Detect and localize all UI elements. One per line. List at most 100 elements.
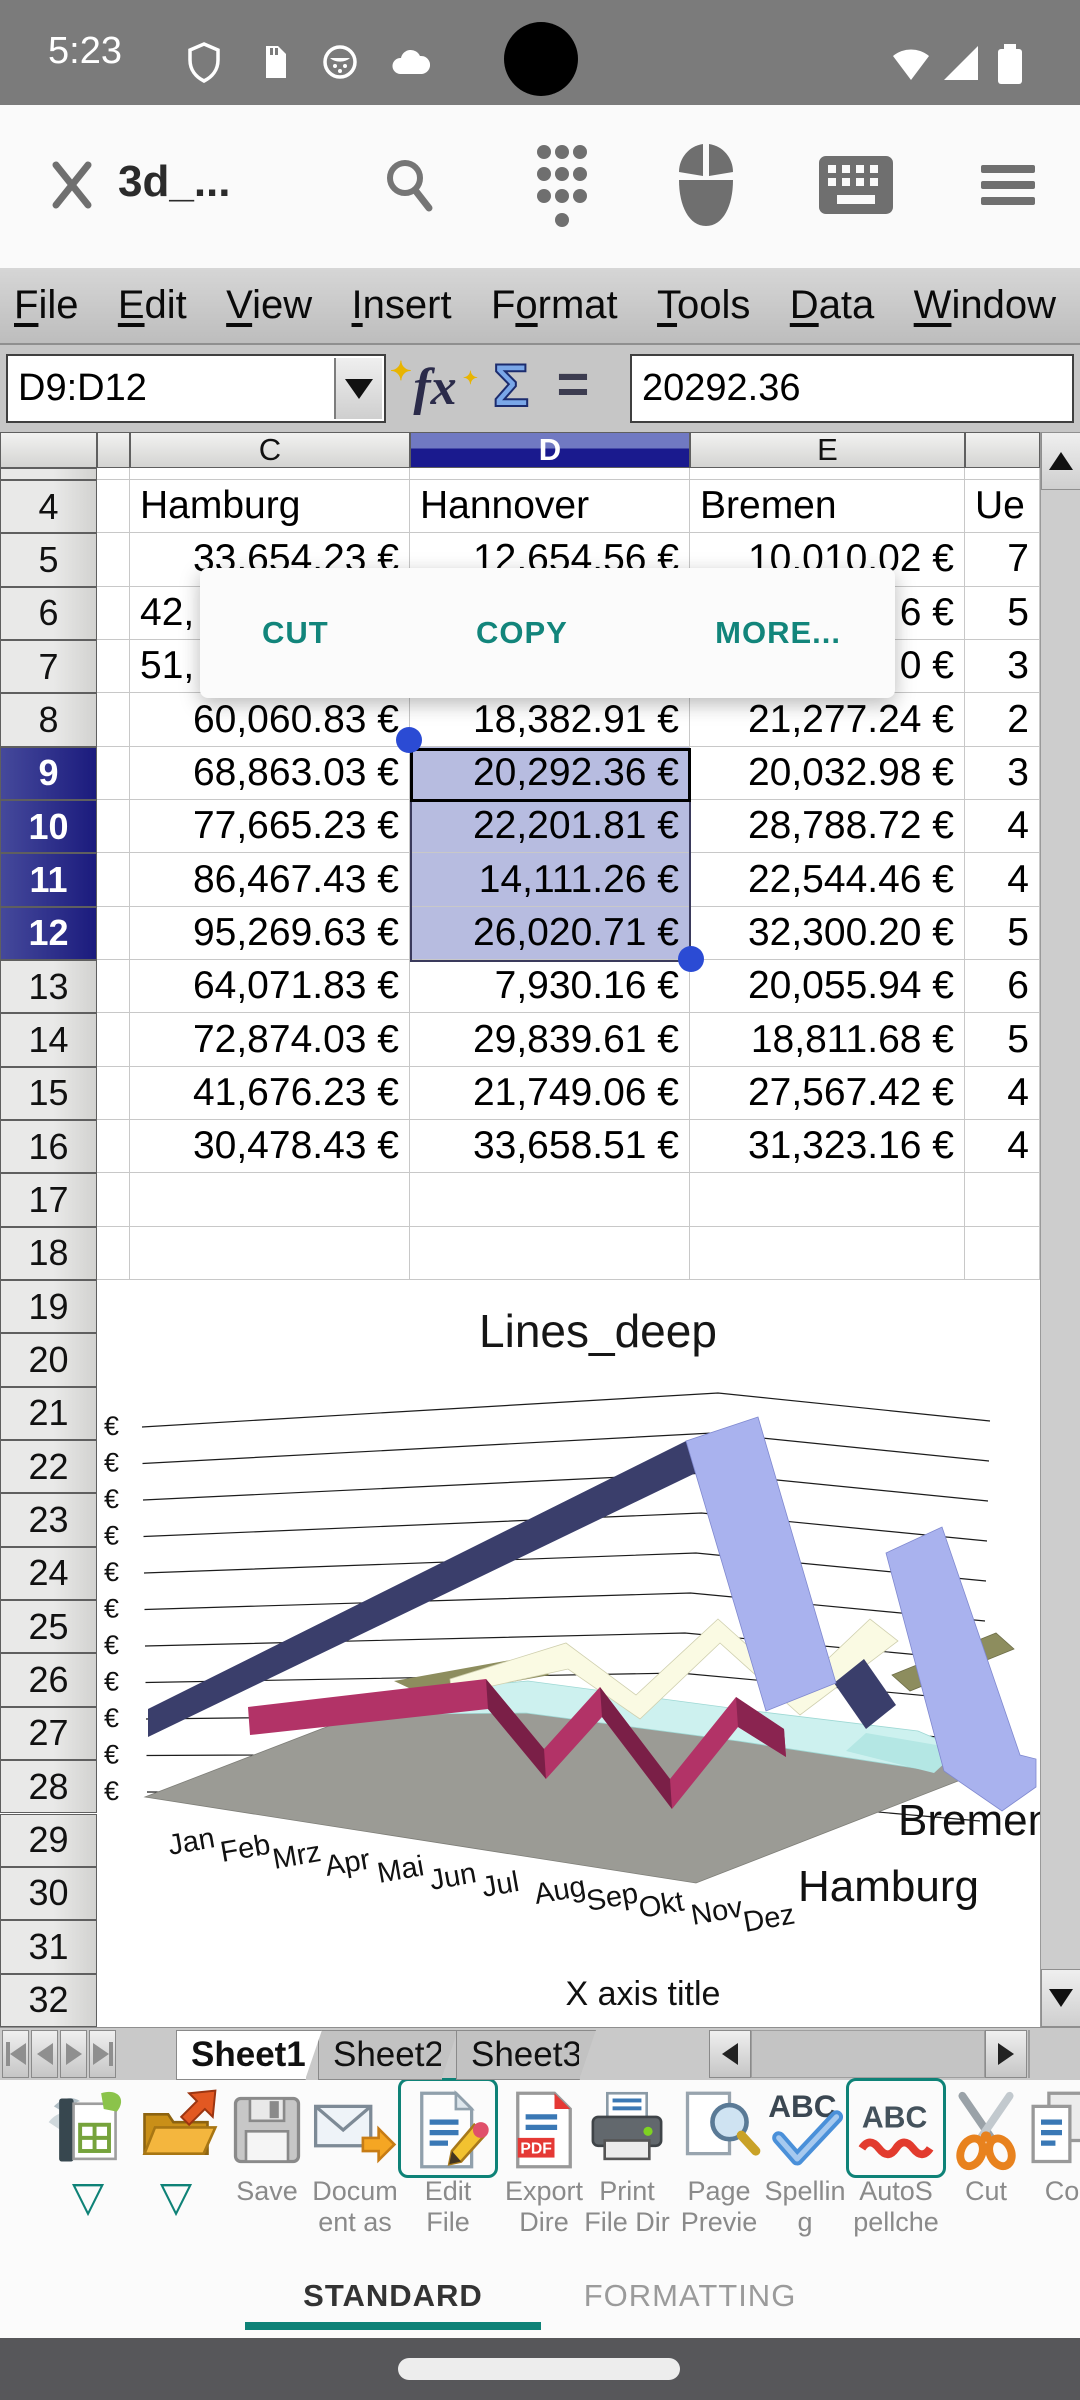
toolbar-new-document-button[interactable]: ▽ [33,2080,143,2270]
cell-F15[interactable]: 4 [965,1066,1040,1121]
cell-F7[interactable]: 3 [965,640,1040,694]
cell-E8[interactable]: 21,277.24 € [690,693,965,747]
row-header-16[interactable]: 16 [0,1120,97,1174]
cell-E15[interactable]: 27,567.42 € [690,1066,965,1121]
cell-C17[interactable] [130,1173,410,1227]
cell-D9[interactable]: 20,292.36 € [410,746,690,801]
cell-D15[interactable]: 21,749.06 € [410,1066,690,1121]
cell-C12[interactable]: 95,269.63 € [130,906,410,961]
menu-insert[interactable]: Insert [351,283,452,327]
scroll-up-button[interactable] [1041,432,1080,490]
cell-partial[interactable] [410,468,690,480]
cell-B10[interactable] [97,800,130,854]
last-sheet-button[interactable] [89,2030,116,2078]
dropdown-arrow-icon[interactable]: ▽ [159,2173,193,2220]
column-header-E[interactable]: E [690,432,965,468]
equals-icon[interactable]: = [556,352,590,415]
row-header-27[interactable]: 27 [0,1706,97,1761]
cell-B5[interactable] [97,533,130,587]
menu-data[interactable]: Data [789,283,875,327]
tab-standard[interactable]: STANDARD [303,2278,483,2313]
context-menu-more[interactable]: MORE... [715,615,841,650]
menu-window[interactable]: Window [913,283,1056,327]
menu-format[interactable]: Format [490,283,618,327]
cell-E18[interactable] [690,1226,965,1281]
cell-D18[interactable] [410,1226,690,1281]
toolbar-copy-button[interactable]: Co [1007,2080,1080,2270]
menu-tools[interactable]: Tools [657,283,751,327]
context-menu-cut[interactable]: CUT [262,615,329,650]
next-sheet-button[interactable] [60,2030,87,2078]
cell-F10[interactable]: 4 [965,800,1040,854]
toolbar-page-preview-button[interactable]: Page Previe [664,2080,774,2270]
formula-input[interactable]: 20292.36 [630,354,1074,423]
cell-B14[interactable] [97,1013,130,1067]
sheet-tab-sheet3[interactable]: Sheet3 [456,2030,596,2080]
row-header-3-partial[interactable]: 3 [0,468,97,480]
row-header-6[interactable]: 6 [0,586,97,640]
home-indicator[interactable] [398,2358,680,2380]
cell-C14[interactable]: 72,874.03 € [130,1013,410,1067]
search-icon[interactable] [360,135,460,235]
row-header-22[interactable]: 22 [0,1440,97,1494]
selection-handle-bottom[interactable] [678,946,704,972]
row-header-25[interactable]: 25 [0,1600,97,1654]
cell-B6[interactable] [97,586,130,640]
row-header-26[interactable]: 26 [0,1653,97,1707]
toolbar-cut-button[interactable]: Cut [931,2080,1041,2270]
cell-D4[interactable]: Hannover [410,480,690,534]
cell-F4[interactable]: Ue [965,480,1040,534]
row-header-21[interactable]: 21 [0,1386,97,1441]
cell-C9[interactable]: 68,863.03 € [130,746,410,801]
scroll-down-button[interactable] [1041,1969,1080,2027]
chart-3d-lines[interactable]: € € € € € € € € € € € Lines_deep Jan Feb Mrz Apr Mai Jun J… [98,1283,1052,2027]
row-header-7[interactable]: 7 [0,640,97,694]
cell-B13[interactable] [97,960,130,1014]
row-header-8[interactable]: 8 [0,693,97,747]
column-header-D[interactable]: D [410,432,690,468]
horizontal-scrollbar[interactable] [751,2030,985,2078]
cell-B11[interactable] [97,853,130,907]
row-header-20[interactable]: 20 [0,1333,97,1387]
cell-B12[interactable] [97,906,130,961]
dropdown-arrow-icon[interactable]: ▽ [71,2173,105,2220]
cell-B7[interactable] [97,640,130,694]
cell-B17[interactable] [97,1173,130,1227]
toolbar-autospellcheck-button[interactable]: ABC AutoS pellche [841,2078,951,2270]
sheet-tab-sheet1[interactable]: Sheet1 [176,2030,322,2080]
row-header-9[interactable]: 9 [0,746,97,801]
cell-F14[interactable]: 5 [965,1013,1040,1067]
cell-D12[interactable]: 26,020.71 € [410,906,690,961]
sheet-tab-sheet2[interactable]: Sheet2 [318,2030,458,2080]
sum-icon[interactable]: Σ [492,351,530,420]
cell-B15[interactable] [97,1066,130,1121]
column-header-partial[interactable] [97,432,130,468]
menu-view[interactable]: View [226,283,313,327]
cell-C8[interactable]: 60,060.83 € [130,693,410,747]
row-header-24[interactable]: 24 [0,1546,97,1601]
toolbar-open-file-button[interactable]: ▽ [121,2080,231,2270]
cell-F17[interactable] [965,1173,1040,1227]
row-header-30[interactable]: 30 [0,1866,97,1921]
cell-D8[interactable]: 18,382.91 € [410,693,690,747]
cell-partial[interactable] [97,468,130,480]
toolbar-document-as-button[interactable]: Docum ent as [300,2080,410,2270]
row-header-10[interactable]: 10 [0,800,97,854]
close-icon[interactable] [22,135,122,235]
row-header-23[interactable]: 23 [0,1493,97,1547]
row-header-12[interactable]: 12 [0,906,97,961]
cell-B8[interactable] [97,693,130,747]
vertical-scrollbar[interactable] [1040,432,1080,2027]
name-box-dropdown[interactable] [334,358,382,419]
tab-formatting[interactable]: FORMATTING [583,2278,797,2313]
cell-F6[interactable]: 5 [965,586,1040,640]
toolbar-print-file-dir-button[interactable]: Print File Dir [572,2080,682,2270]
toolbar-export-dire-button[interactable]: PDF Export Dire [489,2080,599,2270]
selection-handle-top[interactable] [396,727,422,753]
cell-F12[interactable]: 5 [965,906,1040,961]
row-header-14[interactable]: 14 [0,1013,97,1067]
row-header-15[interactable]: 15 [0,1066,97,1121]
cell-C15[interactable]: 41,676.23 € [130,1066,410,1121]
cell-E12[interactable]: 32,300.20 € [690,906,965,961]
cell-E13[interactable]: 20,055.94 € [690,960,965,1014]
